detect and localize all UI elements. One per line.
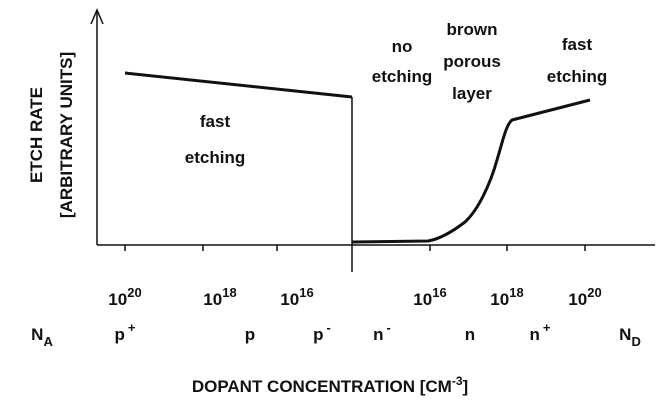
- x-title-close: ]: [463, 377, 469, 396]
- concentration-label: 1020: [108, 285, 141, 309]
- doping-label: n +: [530, 320, 551, 344]
- doping-label: n: [465, 325, 475, 344]
- label-exp: 20: [587, 285, 601, 300]
- doping-labels: NA p + p p - n - n n + ND: [31, 320, 641, 349]
- y-units: [ARBITRARY UNITS]: [57, 52, 76, 218]
- region-label: etching: [547, 67, 607, 86]
- label-base: 10: [568, 290, 587, 309]
- label-exp: 20: [127, 285, 141, 300]
- concentration-labels: 1020 1018 1016 1016 1018 1020: [108, 285, 601, 309]
- region-label: etching: [185, 148, 245, 167]
- label-base: 10: [108, 290, 127, 309]
- doping-label: p-: [313, 320, 331, 344]
- label-base: p: [313, 325, 323, 344]
- label-base: n: [373, 325, 383, 344]
- label-base: 10: [490, 290, 509, 309]
- label-base: n: [465, 325, 475, 344]
- label-base: 10: [280, 290, 299, 309]
- label-exp: 18: [222, 285, 236, 300]
- curve-p-side: [124, 71, 353, 99]
- region-label: no: [392, 37, 413, 56]
- concentration-label: 1020: [568, 285, 601, 309]
- label-exp: 18: [509, 285, 523, 300]
- concentration-label: 1018: [203, 285, 236, 309]
- doping-label: n-: [373, 320, 391, 344]
- label-sup: -: [387, 320, 391, 335]
- x-title-text: DOPANT CONCENTRATION [CM: [192, 377, 452, 396]
- label-exp: 16: [299, 285, 313, 300]
- label-sup: +: [128, 320, 136, 335]
- label-base: n: [530, 325, 540, 344]
- region-label: fast: [562, 35, 593, 54]
- label-sub: A: [43, 334, 53, 349]
- doping-label: p +: [115, 320, 136, 344]
- concentration-label: 1016: [413, 285, 446, 309]
- doping-label: NA: [31, 325, 53, 349]
- region-label: brown: [447, 20, 498, 39]
- doping-label: ND: [619, 325, 641, 349]
- doping-label: p: [245, 325, 255, 344]
- concentration-label: 1016: [280, 285, 313, 309]
- x-title: DOPANT CONCENTRATION [CM-3]: [192, 374, 468, 396]
- region-label: fast: [200, 112, 231, 131]
- y-title: ETCH RATE: [27, 87, 46, 183]
- label-base: p: [115, 325, 125, 344]
- label-base: N: [31, 325, 43, 344]
- x-title-exp: -3: [452, 374, 463, 388]
- region-labels: fast etching no etching brown porous layer fast…: [185, 20, 607, 167]
- label-sup: +: [543, 320, 551, 335]
- region-label: etching: [372, 67, 432, 86]
- y-axis-arrow: [90, 8, 104, 25]
- label-sup: -: [327, 320, 331, 335]
- region-label: porous: [443, 52, 501, 71]
- label-sub: D: [631, 334, 640, 349]
- label-base: p: [245, 325, 255, 344]
- region-label: layer: [452, 84, 492, 103]
- label-exp: 16: [432, 285, 446, 300]
- concentration-label: 1018: [490, 285, 523, 309]
- label-base: 10: [413, 290, 432, 309]
- ticks: [124, 245, 586, 251]
- label-base: 10: [203, 290, 222, 309]
- label-base: N: [619, 325, 631, 344]
- curve-n-side: [351, 98, 591, 244]
